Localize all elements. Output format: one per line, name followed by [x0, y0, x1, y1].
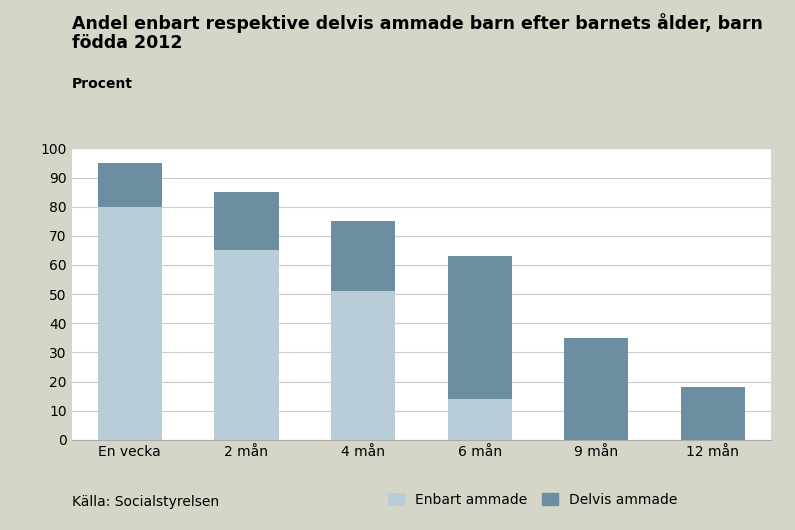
Text: Procent: Procent: [72, 77, 133, 91]
Text: Andel enbart respektive delvis ammade barn efter barnets ålder, barn: Andel enbart respektive delvis ammade ba…: [72, 13, 762, 33]
Bar: [448, 257, 512, 399]
Bar: [331, 292, 395, 440]
Bar: [215, 251, 278, 440]
Text: Källa: Socialstyrelsen: Källa: Socialstyrelsen: [72, 495, 219, 509]
Text: födda 2012: födda 2012: [72, 34, 182, 52]
Bar: [215, 192, 278, 251]
Legend: Enbart ammade, Delvis ammade: Enbart ammade, Delvis ammade: [382, 488, 683, 513]
Bar: [98, 163, 162, 207]
Bar: [681, 387, 745, 440]
Bar: [448, 399, 512, 440]
Bar: [331, 222, 395, 292]
Bar: [98, 207, 162, 440]
Bar: [564, 338, 628, 440]
